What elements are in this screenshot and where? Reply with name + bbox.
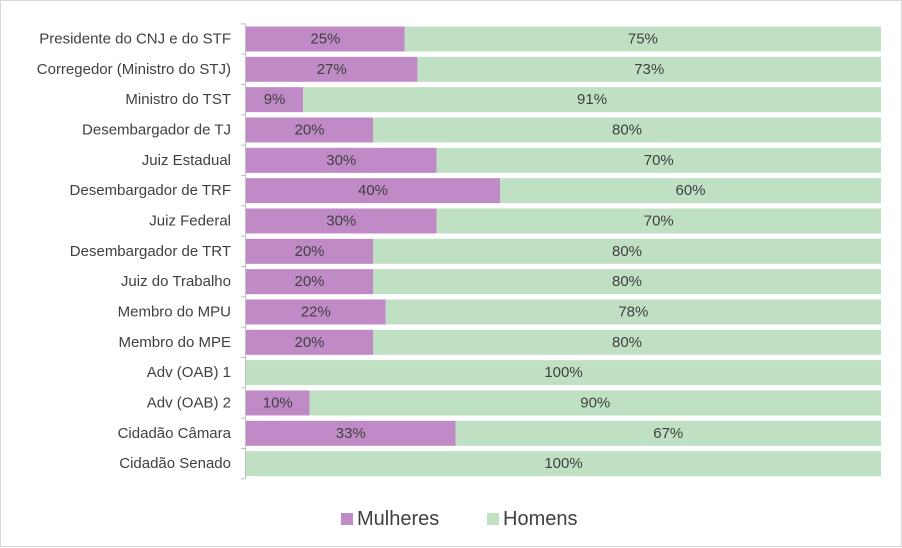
data-label: 9% (264, 91, 286, 108)
bar-mulheres (246, 299, 386, 325)
legend-label-homens: Homens (503, 508, 577, 530)
bar-mulheres (246, 420, 456, 446)
data-label: 30% (326, 212, 356, 229)
data-label: 27% (317, 61, 347, 78)
bar-homens (373, 238, 881, 264)
bar-mulheres (246, 390, 310, 416)
bar-homens (373, 117, 881, 143)
bar-homens (436, 208, 881, 234)
bar-mulheres (246, 117, 373, 143)
bar-mulheres (246, 87, 304, 113)
data-label: 20% (294, 121, 324, 138)
bar-mulheres (246, 147, 437, 173)
data-label: 75% (628, 31, 658, 48)
category-tick-label: Juiz Estadual (142, 152, 231, 169)
category-tick-label: Ministro do TST (125, 91, 231, 108)
data-label: 100% (544, 455, 582, 472)
data-label: 91% (577, 91, 607, 108)
legend-swatch-homens (487, 513, 499, 525)
category-tick-label: Membro do MPE (118, 334, 231, 351)
category-tick-label: Juiz Federal (149, 212, 231, 229)
bar-mulheres (246, 178, 500, 204)
data-label: 20% (294, 273, 324, 290)
bar-mulheres (246, 208, 437, 234)
bar-mulheres (246, 329, 373, 355)
category-tick-label: Adv (OAB) 1 (147, 364, 231, 381)
data-label: 10% (263, 394, 293, 411)
data-label: 70% (644, 152, 674, 169)
legend-swatch-mulheres (341, 513, 353, 525)
bar-mulheres (246, 238, 373, 264)
legend-label-mulheres: Mulheres (357, 508, 439, 530)
category-tick-label: Cidadão Câmara (118, 425, 232, 442)
data-label: 73% (634, 61, 664, 78)
bar-homens (417, 56, 881, 82)
data-label: 60% (675, 182, 705, 199)
data-label: 67% (653, 425, 683, 442)
data-label: 25% (310, 31, 340, 48)
category-tick-label: Juiz do Trabalho (121, 273, 231, 290)
bar-homens (373, 269, 881, 295)
bar-mulheres (246, 269, 373, 295)
data-label: 40% (358, 182, 388, 199)
category-tick-label: Desembargador de TRF (70, 182, 231, 199)
bar-homens (373, 329, 881, 355)
data-label: 80% (612, 121, 642, 138)
data-label: 22% (301, 303, 331, 320)
data-label: 80% (612, 273, 642, 290)
category-tick-label: Corregedor (Ministro do STJ) (37, 61, 231, 78)
category-tick-label: Cidadão Senado (119, 455, 231, 472)
category-tick-label: Adv (OAB) 2 (147, 394, 231, 411)
bar-mulheres (246, 56, 418, 82)
data-label: 80% (612, 334, 642, 351)
data-label: 78% (618, 303, 648, 320)
data-label: 30% (326, 152, 356, 169)
data-label: 33% (336, 425, 366, 442)
data-label: 70% (644, 212, 674, 229)
bar-homens (404, 26, 881, 52)
data-label: 80% (612, 243, 642, 260)
category-tick-label: Desembargador de TJ (82, 121, 231, 138)
data-label: 20% (294, 243, 324, 260)
category-tick-label: Presidente do CNJ e do STF (39, 31, 231, 48)
bar-homens (385, 299, 881, 325)
bar-mulheres (246, 26, 405, 52)
category-tick-label: Membro do MPU (118, 303, 231, 320)
bar-homens (500, 178, 881, 204)
bar-homens (455, 420, 881, 446)
bar-homens (436, 147, 881, 173)
data-label: 100% (544, 364, 582, 381)
bar-homens (246, 360, 881, 386)
category-tick-label: Desembargador de TRT (70, 243, 231, 260)
data-label: 20% (294, 334, 324, 351)
bar-homens (309, 390, 881, 416)
bar-homens (303, 87, 881, 113)
bar-homens (246, 451, 881, 477)
data-label: 90% (580, 394, 610, 411)
